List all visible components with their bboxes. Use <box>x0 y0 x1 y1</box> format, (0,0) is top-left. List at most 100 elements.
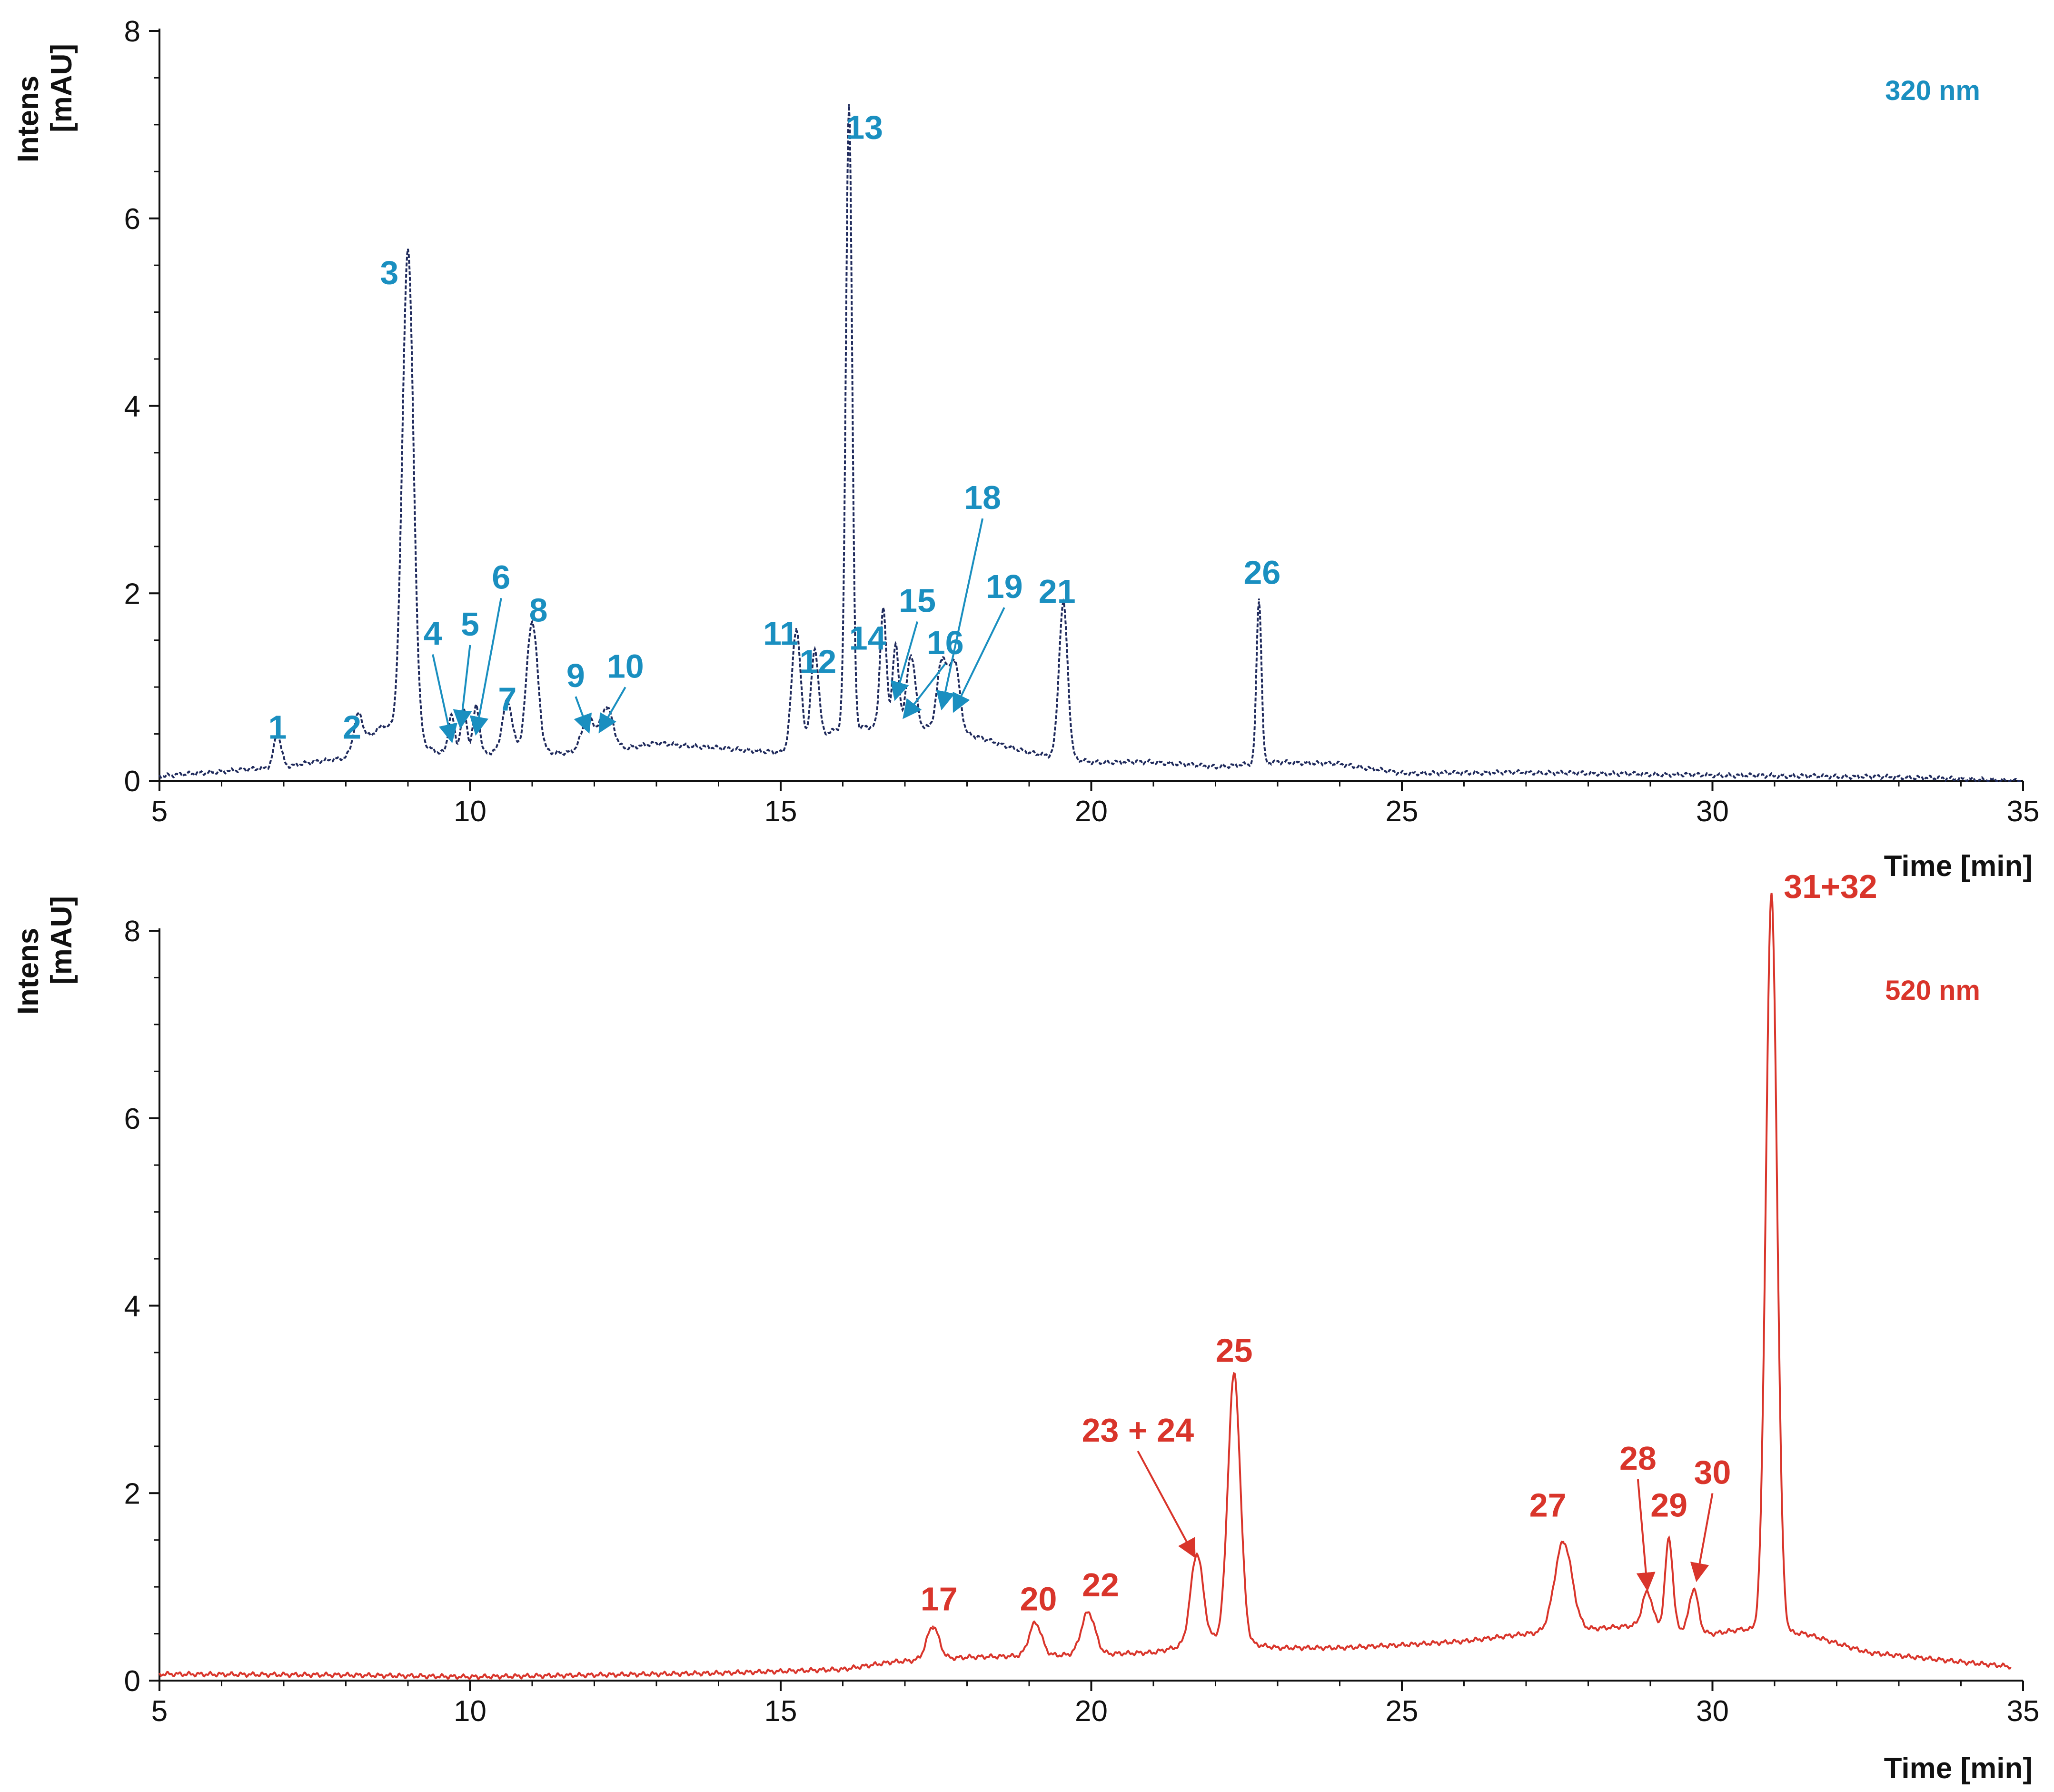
chart-panel-520nm: Intens [mAU] Time [min] 520 nm 5 10 15 20 25… <box>12 868 2039 1785</box>
y-axis-label-line2: [mAU] <box>45 896 78 985</box>
peak-label: 19 <box>986 568 1023 605</box>
peak-label: 30 <box>1694 1454 1731 1491</box>
x-tick-label: 10 <box>454 1695 486 1728</box>
x-tick-label: 25 <box>1386 1695 1419 1728</box>
peak-label: 13 <box>846 109 883 146</box>
peak-point <box>1062 602 1064 604</box>
annotation-arrow <box>574 696 592 734</box>
y-tick-label: 0 <box>124 1665 140 1698</box>
peak-label: 6 <box>492 558 510 596</box>
annotation-arrow <box>1636 1479 1656 1592</box>
x-tick-label: 30 <box>1696 795 1729 828</box>
peak-label: 10 <box>607 647 644 685</box>
annotation-arrow <box>1137 1451 1196 1559</box>
peak-point <box>506 700 508 702</box>
peak-label: 20 <box>1020 1580 1057 1617</box>
peak-point <box>1770 894 1773 896</box>
axes-320nm <box>159 29 2023 782</box>
peak-point <box>1646 1591 1648 1593</box>
peak-point <box>795 628 797 630</box>
peak-point <box>932 1625 934 1628</box>
x-tick-label: 35 <box>2007 795 2040 828</box>
series-line <box>159 105 2024 782</box>
peak-label: 28 <box>1619 1440 1657 1477</box>
trace-520nm <box>159 893 2012 1681</box>
peak-label: 22 <box>1082 1566 1119 1603</box>
peak-point <box>814 648 816 650</box>
y-tick-label: 6 <box>124 203 140 236</box>
annotation-arrow <box>469 598 502 736</box>
y-tick-label: 8 <box>124 915 140 948</box>
tick-group-520nm: 5 10 15 20 25 30 35 0 2 4 6 8 <box>124 915 2040 1728</box>
x-tick-label: 20 <box>1075 795 1108 828</box>
x-axis-label: Time [min] <box>1884 850 2033 883</box>
x-tick-label: 25 <box>1386 795 1419 828</box>
annotation-arrow <box>953 607 1005 713</box>
x-tick-label: 15 <box>764 1695 797 1728</box>
y-tick-label: 6 <box>124 1103 140 1135</box>
peak-point <box>882 607 884 610</box>
peak-point <box>910 654 913 657</box>
peak-point <box>1562 1541 1565 1543</box>
peak-point <box>941 659 943 661</box>
y-tick-label: 4 <box>124 1290 140 1323</box>
x-tick-label: 10 <box>454 795 486 828</box>
y-axis-label-line1: Intens <box>12 928 45 1015</box>
peak-label: 17 <box>921 1580 958 1617</box>
y-axis-label-line1: Intens <box>12 76 45 163</box>
peak-label: 11 <box>763 615 798 652</box>
peak-point <box>1668 1537 1670 1539</box>
peak-point <box>357 712 359 715</box>
x-tick-label: 20 <box>1075 1695 1108 1728</box>
wavelength-label: 320 nm <box>1885 75 1980 106</box>
y-tick-label: 2 <box>124 577 140 610</box>
peak-point <box>1034 1622 1037 1624</box>
peak-label: 25 <box>1216 1332 1253 1369</box>
y-tick-label: 8 <box>124 15 140 48</box>
peak-point <box>1693 1588 1695 1590</box>
y-tick-label: 2 <box>124 1477 140 1510</box>
series-line <box>159 893 2012 1681</box>
annotation-arrow <box>1690 1493 1714 1583</box>
peak-label: 21 <box>1039 573 1076 610</box>
peak-point <box>450 714 453 717</box>
peak-label: 8 <box>529 591 548 628</box>
peak-label: 3 <box>380 254 398 291</box>
x-tick-label: 30 <box>1696 1695 1729 1728</box>
x-tick-label: 5 <box>151 1695 168 1728</box>
x-axis-label: Time [min] <box>1884 1752 2033 1785</box>
x-tick-label: 15 <box>764 795 797 828</box>
chart-panel-320nm: Intens [mAU] Time [min] 320 nm 5 10 15 20 25… <box>12 15 2039 883</box>
peak-point <box>407 249 409 251</box>
peak-label: 15 <box>899 582 936 619</box>
peak-label: 23 + 24 <box>1082 1412 1194 1449</box>
trace-320nm <box>159 104 2024 782</box>
peak-point <box>1233 1373 1235 1375</box>
peak-point <box>1196 1553 1198 1555</box>
peak-point <box>1258 598 1260 601</box>
annotation-arrow <box>598 687 626 734</box>
peak-label: 27 <box>1529 1486 1567 1523</box>
y-tick-label: 4 <box>124 390 140 423</box>
peak-point <box>1087 1611 1089 1613</box>
annotation-arrow <box>903 663 946 719</box>
peak-label: 9 <box>566 657 585 694</box>
peak-point <box>276 733 278 736</box>
peak-label: 18 <box>964 479 1001 516</box>
peak-label: 14 <box>849 619 886 657</box>
peak-point <box>605 706 608 708</box>
x-tick-label: 35 <box>2007 1695 2040 1728</box>
peak-point <box>475 705 477 707</box>
peak-label: 26 <box>1243 554 1280 591</box>
peak-label: 1 <box>268 708 287 746</box>
peak-label: 5 <box>461 606 479 643</box>
x-tick-label: 5 <box>151 795 168 828</box>
peak-label: 4 <box>424 615 442 652</box>
wavelength-label: 520 nm <box>1885 975 1980 1006</box>
y-axis-label-line2: [mAU] <box>45 44 78 132</box>
peak-point <box>894 644 897 647</box>
